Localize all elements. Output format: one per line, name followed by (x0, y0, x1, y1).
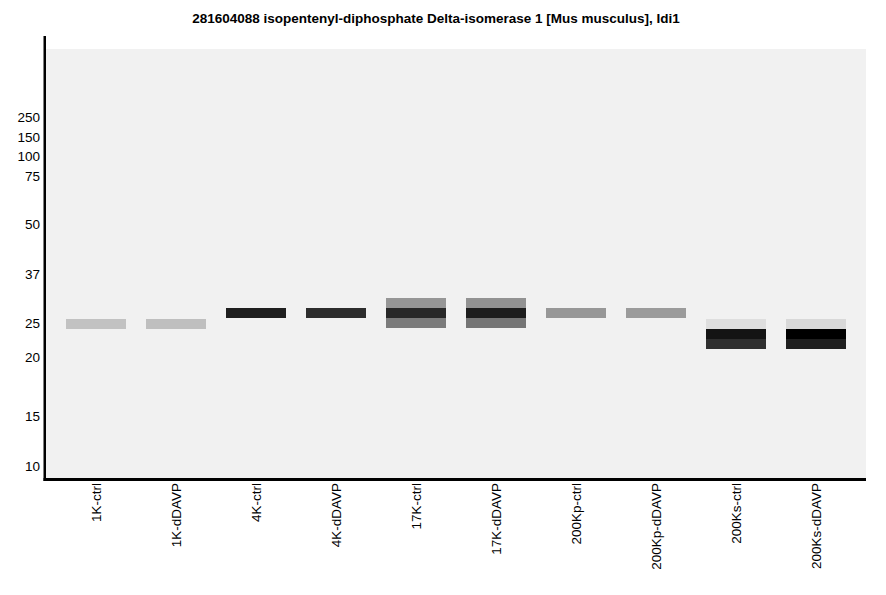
gel-band (546, 308, 606, 318)
x-lane-label: 17K-dDAVP (489, 483, 504, 555)
y-tick-label: 37 (25, 267, 40, 282)
gel-band (466, 298, 526, 308)
x-axis-spine (44, 478, 867, 481)
gel-band (786, 329, 846, 339)
y-tick-label: 75 (25, 169, 40, 184)
gel-band (706, 329, 766, 339)
x-lane-label: 200Ks-ctrl (729, 483, 744, 544)
y-tick-label: 25 (25, 316, 40, 331)
x-lane-label: 1K-dDAVP (169, 483, 184, 547)
gel-background (46, 49, 866, 478)
x-lane-label: 200Ks-dDAVP (809, 483, 824, 569)
x-lane-label: 4K-dDAVP (329, 483, 344, 547)
y-tick-label: 150 (17, 130, 40, 145)
gel-plot: 250 150 100 75 50 37 25 20 15 10 1K-ctrl 1K-dDAVP 4K… (0, 0, 886, 595)
gel-band (306, 308, 366, 318)
y-tick-label: 100 (17, 149, 40, 164)
y-tick-label: 15 (25, 409, 40, 424)
gel-band (706, 339, 766, 349)
gel-band (466, 318, 526, 328)
gel-band (66, 319, 126, 329)
gel-band (226, 308, 286, 318)
gel-band (386, 308, 446, 318)
gel-band (386, 298, 446, 308)
x-lane-label: 200Kp-dDAVP (649, 483, 664, 570)
gel-band (786, 319, 846, 329)
gel-band (146, 319, 206, 329)
gel-band (466, 308, 526, 318)
gel-band (706, 319, 766, 329)
gel-band (786, 339, 846, 349)
figure-canvas: 281604088 isopentenyl-diphosphate Delta-… (0, 0, 886, 595)
y-tick-label: 10 (25, 459, 40, 474)
y-tick-label: 20 (25, 350, 40, 365)
gel-band (386, 318, 446, 328)
y-tick-label: 250 (17, 110, 40, 125)
y-axis-spine (44, 36, 47, 481)
x-lane-label: 1K-ctrl (89, 483, 104, 522)
gel-band (626, 308, 686, 318)
x-lane-label: 4K-ctrl (249, 483, 264, 522)
y-tick-label: 50 (25, 217, 40, 232)
x-lane-label: 17K-ctrl (409, 483, 424, 530)
x-lane-label: 200Kp-ctrl (569, 483, 584, 545)
